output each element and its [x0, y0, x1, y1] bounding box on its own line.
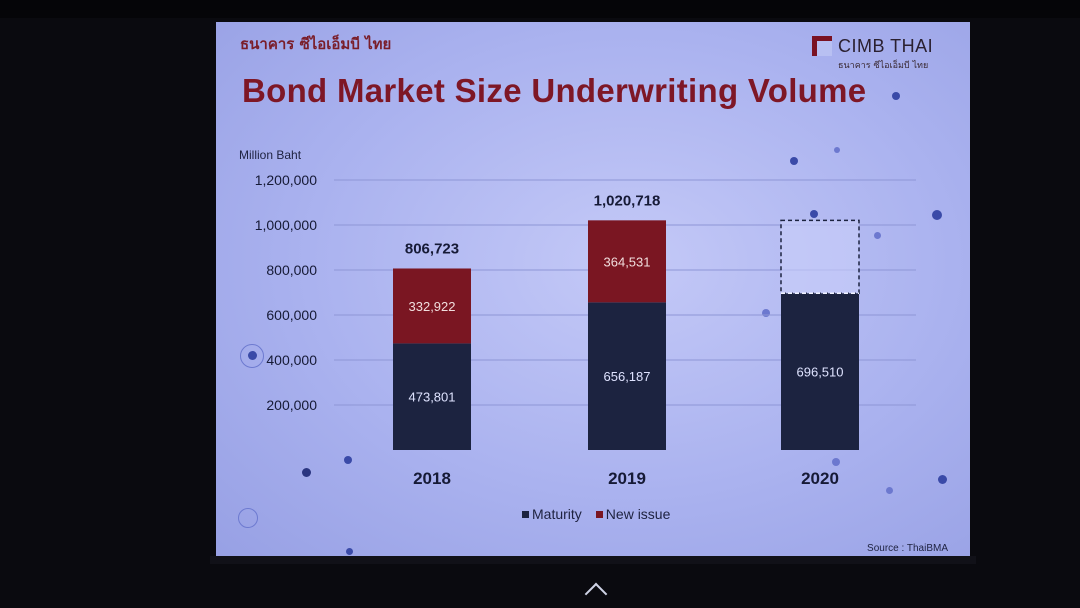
bar-maturity	[393, 343, 471, 450]
decorative-dot	[892, 92, 900, 100]
decorative-dot	[886, 487, 893, 494]
legend-swatch-maturity	[522, 510, 529, 518]
logo-subtext: ธนาคาร ซีไอเอ็มบี ไทย	[838, 61, 929, 71]
y-tick-label: 200,000	[266, 397, 317, 413]
decorative-dot	[790, 157, 798, 165]
legend-label-new-issue: New issue	[605, 506, 671, 522]
cimb-logo: CIMB THAI ธนาคาร ซีไอเอ็มบี ไทย	[812, 34, 942, 71]
decorative-dot	[938, 475, 947, 484]
chevron-up-icon[interactable]	[584, 582, 608, 606]
bar-projected-outline	[780, 219, 860, 295]
legend-label-maturity: Maturity	[532, 506, 582, 522]
data-label-total: 806,723	[405, 240, 459, 257]
bar-chart: Million Baht 200,000 400,000 600,000 800,000…	[239, 148, 916, 488]
y-tick-label: 600,000	[266, 307, 317, 323]
decorative-dot	[346, 548, 353, 555]
y-tick-label: 1,000,000	[255, 217, 317, 233]
slide-title: Bond Market Size Underwriting Volume	[242, 72, 867, 109]
decorative-dot	[834, 147, 840, 153]
decorative-dot	[932, 210, 942, 220]
legend-item-maturity: Maturity	[522, 506, 582, 522]
data-label-total: 1,020,718	[594, 192, 661, 209]
y-tick-label: 1,200,000	[255, 172, 317, 188]
data-label-new-issue: 364,531	[604, 254, 651, 269]
decorative-dot	[810, 210, 818, 218]
y-axis-title: Million Baht	[239, 148, 302, 162]
decorative-ring	[238, 508, 258, 528]
x-tick-label: 2018	[413, 469, 451, 488]
y-tick-label: 800,000	[266, 262, 317, 278]
data-label-maturity: 473,801	[409, 390, 456, 405]
y-tick-label: 400,000	[266, 352, 317, 368]
data-label-new-issue: 332,922	[409, 299, 456, 314]
legend-item-new-issue: New issue	[595, 506, 671, 522]
chart-legend: Maturity New issue	[522, 506, 670, 522]
legend-swatch-new-issue	[595, 510, 603, 518]
decorative-dot	[832, 458, 840, 466]
screen-frame-edge	[210, 556, 976, 564]
bar-new-issue	[588, 220, 666, 303]
decorative-dot	[344, 456, 352, 464]
decorative-dot	[762, 309, 770, 317]
decorative-dot	[248, 351, 257, 360]
x-tick-label: 2019	[608, 469, 646, 488]
source-note: Source : ThaiBMA	[867, 543, 948, 554]
data-label-maturity: 696,510	[797, 365, 844, 380]
screen-top-bar	[0, 0, 1080, 18]
bar-maturity	[588, 302, 666, 450]
decorative-dot	[874, 232, 881, 239]
decorative-dot	[302, 468, 311, 477]
bank-name-thai: ธนาคาร ซีไอเอ็มบี ไทย	[240, 35, 392, 53]
decorative-ring	[240, 344, 264, 368]
data-label-maturity: 656,187	[604, 369, 651, 384]
logo-text: CIMB THAI	[838, 36, 934, 56]
cimb-logo-mark-icon	[812, 36, 832, 56]
presentation-slide: ธนาคาร ซีไอเอ็มบี ไทย CIMB THAI ธนาคาร ซ…	[216, 22, 970, 560]
x-tick-label: 2020	[801, 469, 839, 488]
bar-maturity	[781, 293, 859, 450]
bar-new-issue	[393, 268, 471, 344]
